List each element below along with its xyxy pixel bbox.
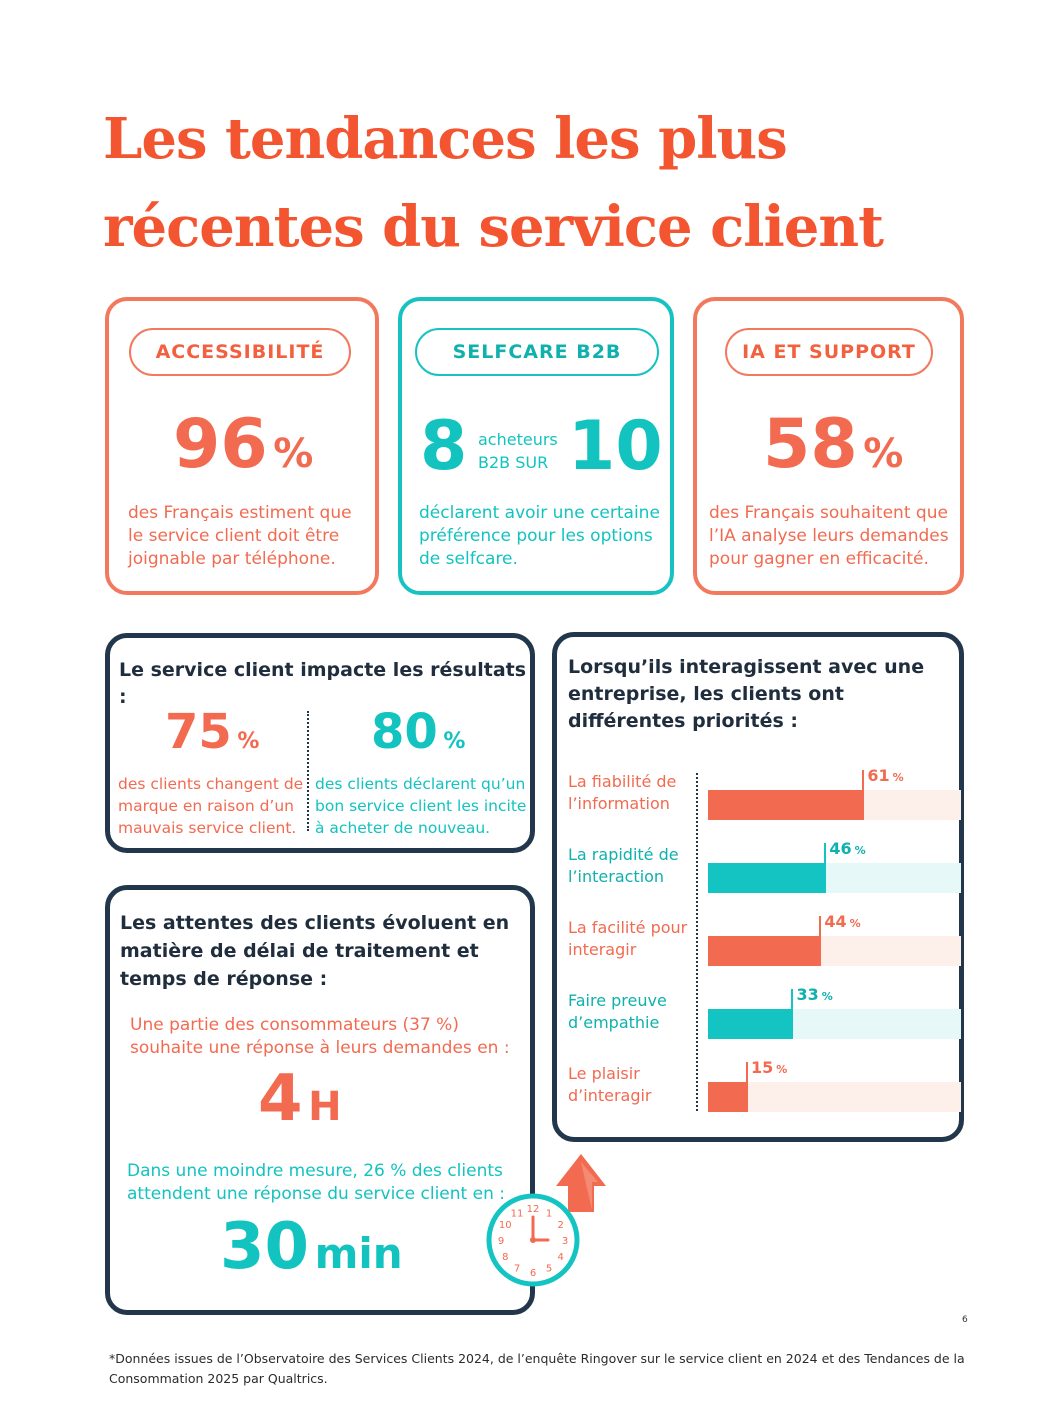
clock-number: 2	[558, 1220, 564, 1231]
clock-number: 6	[530, 1268, 536, 1279]
clock-number: 4	[558, 1252, 564, 1263]
chart-bar	[708, 936, 820, 966]
chart-row: Faire preuve d’empathie 33%	[568, 985, 964, 1050]
chart-category-label: La fiabilité de l’information	[568, 772, 677, 813]
clock-icon: 12 1 2 3 4 5 6 7 8 9 10 11	[486, 1193, 580, 1287]
priorities-heading: Lorsqu’ils interagissent avec une entrep…	[568, 656, 925, 732]
clock-number: 11	[511, 1208, 524, 1219]
clock-number: 10	[499, 1220, 512, 1231]
chart-row: Le plaisir d’interagir 15%	[568, 1058, 964, 1123]
chart-value-label: 61%	[867, 766, 904, 785]
delays-second-stat: 30 min	[220, 1210, 403, 1284]
clock-number: 3	[562, 1236, 568, 1247]
chart-bar-track: 44%	[708, 912, 961, 966]
chart-value-label: 15%	[750, 1058, 788, 1077]
chart-bar-marker	[824, 843, 827, 893]
impact-left-stat: 75 %	[165, 704, 259, 760]
clock-number: 5	[546, 1264, 552, 1275]
chart-category-label: Faire preuve d’empathie	[568, 991, 667, 1032]
selfcare-number-left: 8	[420, 407, 468, 486]
chart-bar-track: 33%	[708, 985, 961, 1039]
delays-first-value: 4	[258, 1062, 303, 1136]
chart-category-label: La rapidité de l’interaction	[568, 845, 679, 886]
selfcare-mid-bottom: B2B SUR	[478, 453, 549, 472]
chart-row: La facilité pour interagir 44%	[568, 912, 964, 977]
delays-second-unit: min	[314, 1229, 403, 1278]
chart-bar-marker	[791, 989, 794, 1039]
delays-first-unit: H	[308, 1084, 342, 1130]
ia-stat: 58 %	[763, 405, 903, 484]
page-number: 6	[962, 1315, 968, 1325]
clock-number: 12	[527, 1204, 540, 1215]
priorities-card: Lorsqu’ils interagissent avec une entrep…	[552, 632, 964, 1142]
chart-row: La rapidité de l’interaction 46%	[568, 839, 964, 904]
clock-number: 8	[502, 1252, 508, 1263]
impact-right-number: 80	[371, 704, 438, 760]
impact-left-text: des clients changent de marque en raison…	[118, 775, 304, 837]
ia-number: 58	[763, 405, 858, 484]
impact-right-stat: 80 %	[371, 704, 465, 760]
selfcare-card: SELFCARE B2B 8 acheteurs B2B SUR 10 décl…	[398, 297, 674, 595]
delays-first-stat: 4 H	[258, 1062, 342, 1136]
chart-bar	[708, 790, 863, 820]
clock-number: 1	[546, 1208, 552, 1219]
ia-unit: %	[863, 431, 904, 477]
selfcare-mid-top: acheteurs	[478, 430, 558, 449]
accessibility-number: 96	[173, 405, 268, 484]
delays-second-value: 30	[220, 1210, 310, 1284]
delays-second-text: Dans une moindre mesure, 26 % des client…	[127, 1161, 505, 1204]
chart-value-label: 33%	[796, 985, 833, 1004]
impact-divider	[307, 711, 309, 831]
impact-heading: Le service client impacte les résultats …	[119, 659, 527, 708]
ia-card: IA ET SUPPORT 58 % des Français souhaite…	[693, 297, 964, 595]
delays-first-text: Une partie des consommateurs (37 %) souh…	[130, 1015, 510, 1058]
chart-bar-marker	[819, 916, 822, 966]
impact-left-unit: %	[237, 729, 260, 754]
accessibility-tag: ACCESSIBILITÉ	[129, 328, 351, 376]
accessibility-unit: %	[273, 431, 314, 477]
chart-bar-track: 46%	[708, 839, 961, 893]
selfcare-tag: SELFCARE B2B	[415, 328, 659, 376]
clock-number: 7	[514, 1264, 520, 1275]
chart-bar-track: 15%	[708, 1058, 961, 1112]
up-arrow-icon	[556, 1154, 606, 1212]
ia-tag: IA ET SUPPORT	[725, 328, 933, 376]
impact-left-number: 75	[165, 704, 232, 760]
chart-category-label: Le plaisir d’interagir	[568, 1064, 652, 1105]
impact-card: Le service client impacte les résultats …	[105, 633, 535, 853]
page-title: Les tendances les plus récentes du servi…	[103, 106, 884, 260]
priorities-chart: La fiabilité de l’information 61% La rapid…	[568, 766, 964, 1112]
chart-bar-track: 61%	[708, 766, 961, 820]
accessibility-text: des Français estiment que le service cli…	[128, 503, 352, 569]
delays-heading: Les attentes des clients évoluent en mat…	[120, 912, 510, 990]
ia-text: des Français souhaitent que l’IA analyse…	[709, 503, 949, 569]
chart-value-label: 46%	[829, 839, 866, 858]
chart-bar-marker	[862, 770, 865, 820]
chart-category-label: La facilité pour interagir	[568, 918, 688, 959]
chart-value-label: 44%	[824, 912, 861, 931]
chart-axis-line	[696, 773, 698, 1111]
impact-right-text: des clients déclarent qu’un bon service …	[315, 775, 527, 837]
delays-card: Les attentes des clients évoluent en mat…	[105, 885, 535, 1315]
chart-bar	[708, 1082, 746, 1112]
impact-right-unit: %	[443, 729, 466, 754]
footnote: *Données issues de l’Observatoire des Se…	[109, 1351, 965, 1386]
chart-row: La fiabilité de l’information 61%	[568, 766, 964, 831]
accessibility-card: ACCESSIBILITÉ 96 % des Français estiment…	[105, 297, 379, 595]
chart-bar	[708, 1009, 792, 1039]
chart-bar-marker	[745, 1062, 748, 1112]
selfcare-number-right: 10	[568, 407, 663, 486]
accessibility-stat: 96 %	[173, 405, 313, 484]
clock-number: 9	[498, 1236, 504, 1247]
chart-bar	[708, 863, 825, 893]
selfcare-text: déclarent avoir une certaine préférence …	[419, 503, 660, 569]
